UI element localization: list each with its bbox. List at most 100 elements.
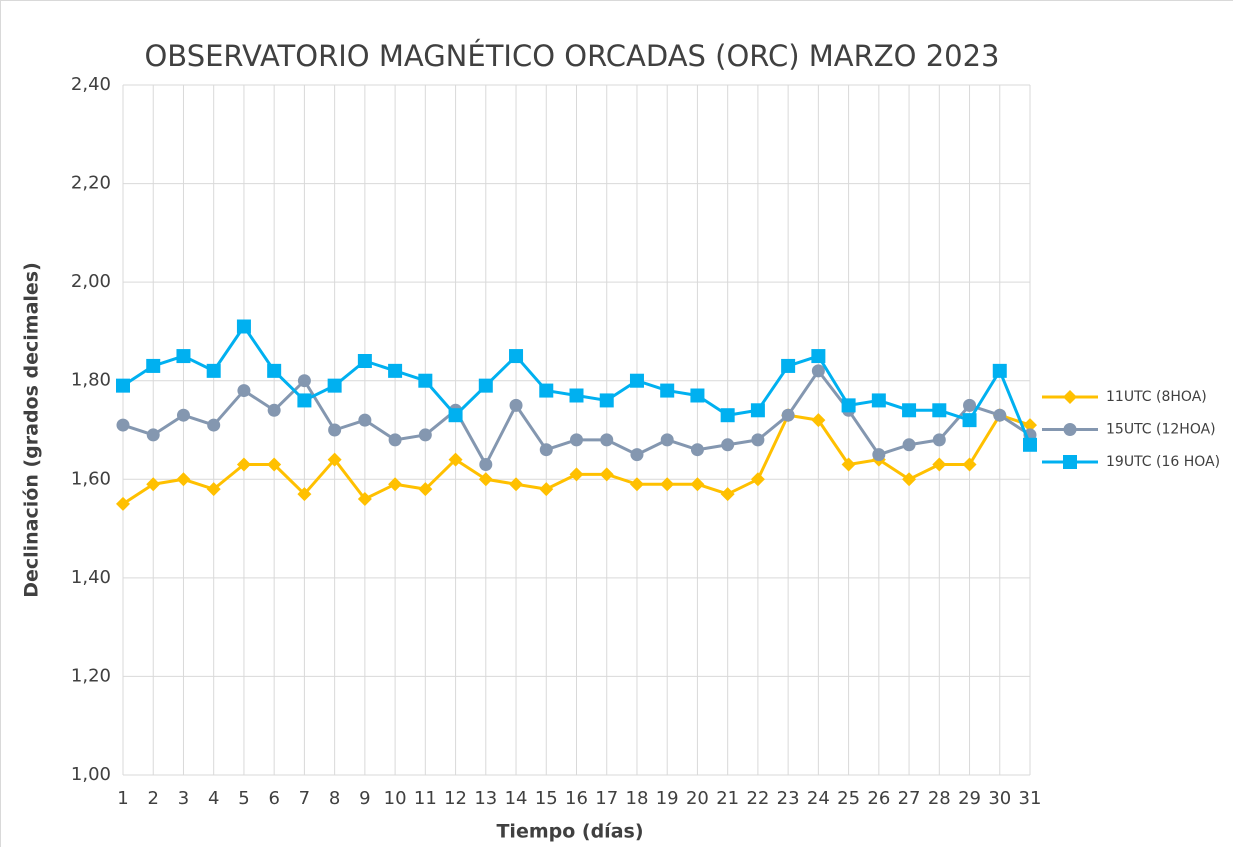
data-point [992,363,1007,378]
y-tick-label: 1,60 [71,468,111,489]
x-tick-label: 26 [867,788,890,809]
data-point [176,349,191,364]
data-point [357,492,372,506]
x-tick-label: 7 [299,788,310,809]
data-point [207,418,221,432]
data-point [509,477,524,492]
data-point [781,358,796,373]
data-point [146,477,161,492]
data-point [1023,418,1037,433]
data-point [902,403,917,418]
data-point [660,433,674,447]
x-tick-label: 6 [268,788,279,809]
data-point [448,452,463,467]
y-tick-label: 1,80 [71,370,111,391]
x-tick-label: 21 [716,788,739,809]
y-tick-label: 1,00 [71,764,111,785]
data-point [418,373,433,388]
data-point [871,393,886,408]
data-point [660,383,675,398]
legend-marker [1063,455,1077,469]
data-point [569,388,584,403]
x-tick-label: 19 [656,788,679,809]
data-point [116,418,130,432]
x-tick-label: 23 [777,788,800,809]
y-tick-label: 2,20 [71,173,111,194]
data-point [599,393,614,408]
data-point [690,388,705,403]
data-point [358,413,372,427]
x-tick-label: 20 [686,788,709,809]
data-point [478,378,493,393]
data-point [357,354,372,368]
data-point [569,467,584,482]
data-point [388,363,403,378]
x-tick-label: 29 [958,788,981,809]
data-point [327,378,342,393]
data-point [599,467,614,482]
x-tick-label: 17 [595,788,618,809]
data-point [993,408,1007,422]
data-point [418,428,432,442]
data-point [690,477,705,492]
x-tick-label: 4 [208,788,219,809]
data-point [448,408,463,423]
data-point [146,358,161,373]
x-tick-label: 12 [444,788,467,809]
data-point [962,457,977,472]
data-point [963,398,977,412]
data-point [236,457,251,472]
data-point [932,403,947,418]
data-point [206,482,221,497]
x-tick-label: 18 [626,788,649,809]
data-point [932,433,946,447]
data-point [388,477,403,492]
data-point [328,423,342,437]
x-tick-label: 27 [898,788,921,809]
x-tick-label: 30 [988,788,1011,809]
y-tick-label: 1,40 [71,567,111,588]
data-point [418,482,433,497]
data-point [811,349,826,364]
x-tick-label: 13 [474,788,497,809]
data-point [750,403,765,418]
x-tick-label: 8 [329,788,340,809]
data-point [297,393,312,408]
x-tick-label: 25 [837,788,860,809]
data-point [509,349,524,364]
data-point [206,363,221,378]
x-tick-label: 1 [117,788,128,809]
x-tick-label: 3 [178,788,189,809]
legend-marker [1063,423,1077,436]
data-point [267,403,281,417]
data-point [539,482,554,497]
data-point [932,457,947,472]
data-point [872,448,886,462]
y-tick-label: 1,20 [71,665,111,686]
x-tick-label: 2 [148,788,159,809]
data-point [630,448,644,462]
x-tick-label: 15 [535,788,558,809]
data-point [721,438,735,452]
data-point [720,408,735,423]
data-point [327,452,342,467]
data-point [176,408,190,422]
data-point [509,398,523,412]
data-point [690,443,704,457]
data-point [176,472,191,487]
data-point [811,364,825,378]
data-point [297,487,312,502]
data-point [479,458,493,471]
data-point [751,433,765,447]
x-tick-label: 10 [384,788,407,809]
data-point [539,443,553,457]
chart-title: OBSERVATORIO MAGNÉTICO ORCADAS (ORC) MAR… [144,39,999,73]
data-point [146,428,160,442]
x-tick-label: 28 [928,788,951,809]
x-tick-label: 9 [359,788,370,809]
data-point [388,433,402,447]
data-point [116,378,130,393]
legend-label: 15UTC (12HOA) [1106,422,1216,438]
data-point [962,413,977,428]
